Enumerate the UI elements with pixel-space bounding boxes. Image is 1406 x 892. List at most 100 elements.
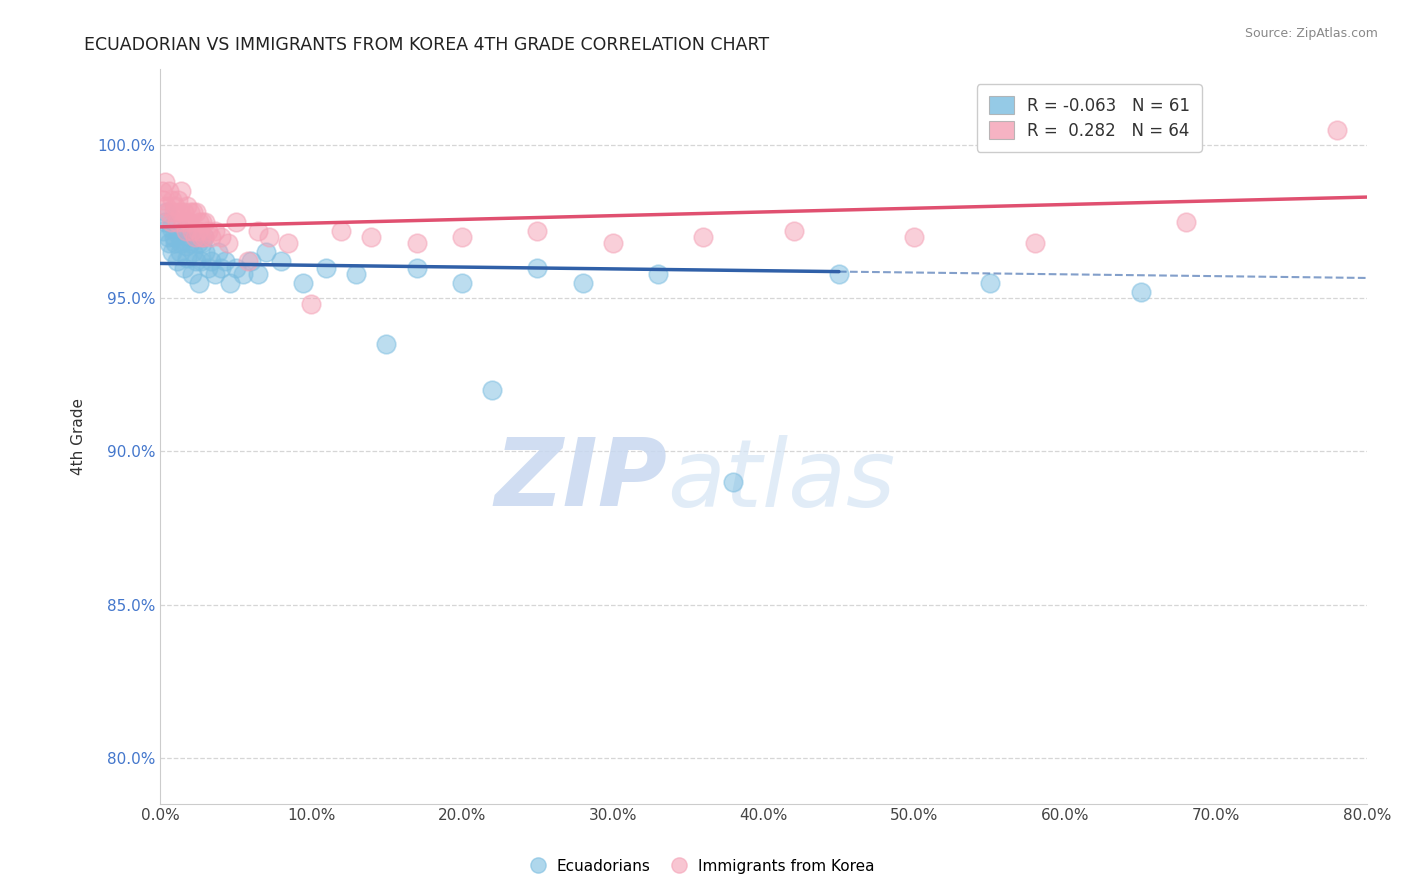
Point xyxy=(247,224,270,238)
Point xyxy=(167,227,190,241)
Point xyxy=(166,215,188,229)
Point xyxy=(214,254,236,268)
Point xyxy=(207,245,229,260)
Point xyxy=(218,276,240,290)
Point xyxy=(153,215,176,229)
Point xyxy=(225,215,247,229)
Point xyxy=(197,260,219,275)
Point xyxy=(190,254,212,268)
Point xyxy=(183,245,205,260)
Point xyxy=(194,215,217,229)
Point xyxy=(204,224,226,238)
Point xyxy=(209,230,232,244)
Point xyxy=(187,224,209,238)
Point xyxy=(526,224,548,238)
Point xyxy=(180,267,202,281)
Point xyxy=(270,254,292,268)
Point xyxy=(157,236,180,251)
Point xyxy=(155,205,177,219)
Point xyxy=(191,236,214,251)
Point xyxy=(225,260,247,275)
Point xyxy=(204,267,226,281)
Point xyxy=(163,205,186,219)
Point xyxy=(184,230,207,244)
Point xyxy=(170,184,193,198)
Point xyxy=(179,236,201,251)
Point xyxy=(526,260,548,275)
Legend: Ecuadorians, Immigrants from Korea: Ecuadorians, Immigrants from Korea xyxy=(526,853,880,880)
Point xyxy=(405,236,427,251)
Text: ECUADORIAN VS IMMIGRANTS FROM KOREA 4TH GRADE CORRELATION CHART: ECUADORIAN VS IMMIGRANTS FROM KOREA 4TH … xyxy=(84,36,769,54)
Point xyxy=(162,245,184,260)
Point xyxy=(166,254,188,268)
Point xyxy=(152,193,174,207)
Point xyxy=(200,230,222,244)
Point xyxy=(481,383,503,397)
Point xyxy=(169,245,191,260)
Point xyxy=(186,254,208,268)
Text: Source: ZipAtlas.com: Source: ZipAtlas.com xyxy=(1244,27,1378,40)
Point xyxy=(173,260,195,275)
Point xyxy=(180,224,202,238)
Point xyxy=(236,254,259,268)
Point xyxy=(176,199,198,213)
Point xyxy=(197,224,219,238)
Point xyxy=(723,475,745,489)
Point xyxy=(179,205,201,219)
Point xyxy=(188,276,211,290)
Point xyxy=(187,236,209,251)
Point xyxy=(186,205,208,219)
Point xyxy=(177,215,200,229)
Point xyxy=(176,252,198,266)
Point xyxy=(257,230,280,244)
Point xyxy=(193,230,215,244)
Point xyxy=(217,236,239,251)
Point xyxy=(174,239,197,253)
Point xyxy=(979,276,1001,290)
Point xyxy=(156,205,179,219)
Point xyxy=(156,230,179,244)
Point xyxy=(828,267,851,281)
Point xyxy=(571,276,593,290)
Point xyxy=(277,236,299,251)
Point xyxy=(602,236,624,251)
Point xyxy=(1024,236,1046,251)
Point xyxy=(209,260,232,275)
Point xyxy=(405,260,427,275)
Point xyxy=(150,184,173,198)
Point xyxy=(692,230,714,244)
Point xyxy=(165,199,187,213)
Point xyxy=(155,199,177,213)
Point xyxy=(193,230,215,244)
Point xyxy=(159,215,181,229)
Point xyxy=(292,276,315,290)
Point xyxy=(315,260,337,275)
Y-axis label: 4th Grade: 4th Grade xyxy=(72,398,86,475)
Point xyxy=(172,215,194,229)
Point xyxy=(232,267,254,281)
Point xyxy=(375,337,398,351)
Point xyxy=(450,230,472,244)
Point xyxy=(1326,122,1348,136)
Point xyxy=(330,224,353,238)
Point xyxy=(188,215,211,229)
Point xyxy=(152,224,174,238)
Point xyxy=(170,236,193,251)
Point xyxy=(299,297,322,311)
Point xyxy=(1174,215,1197,229)
Point xyxy=(647,267,669,281)
Point xyxy=(254,245,277,260)
Point xyxy=(162,193,184,207)
Point xyxy=(157,184,180,198)
Point xyxy=(172,224,194,238)
Point xyxy=(184,230,207,244)
Point xyxy=(165,236,187,251)
Point xyxy=(344,267,367,281)
Point xyxy=(174,224,197,238)
Point xyxy=(239,254,262,268)
Legend: R = -0.063   N = 61, R =  0.282   N = 64: R = -0.063 N = 61, R = 0.282 N = 64 xyxy=(977,84,1202,152)
Text: atlas: atlas xyxy=(666,434,896,525)
Point xyxy=(190,230,212,244)
Text: ZIP: ZIP xyxy=(494,434,666,526)
Point xyxy=(183,205,205,219)
